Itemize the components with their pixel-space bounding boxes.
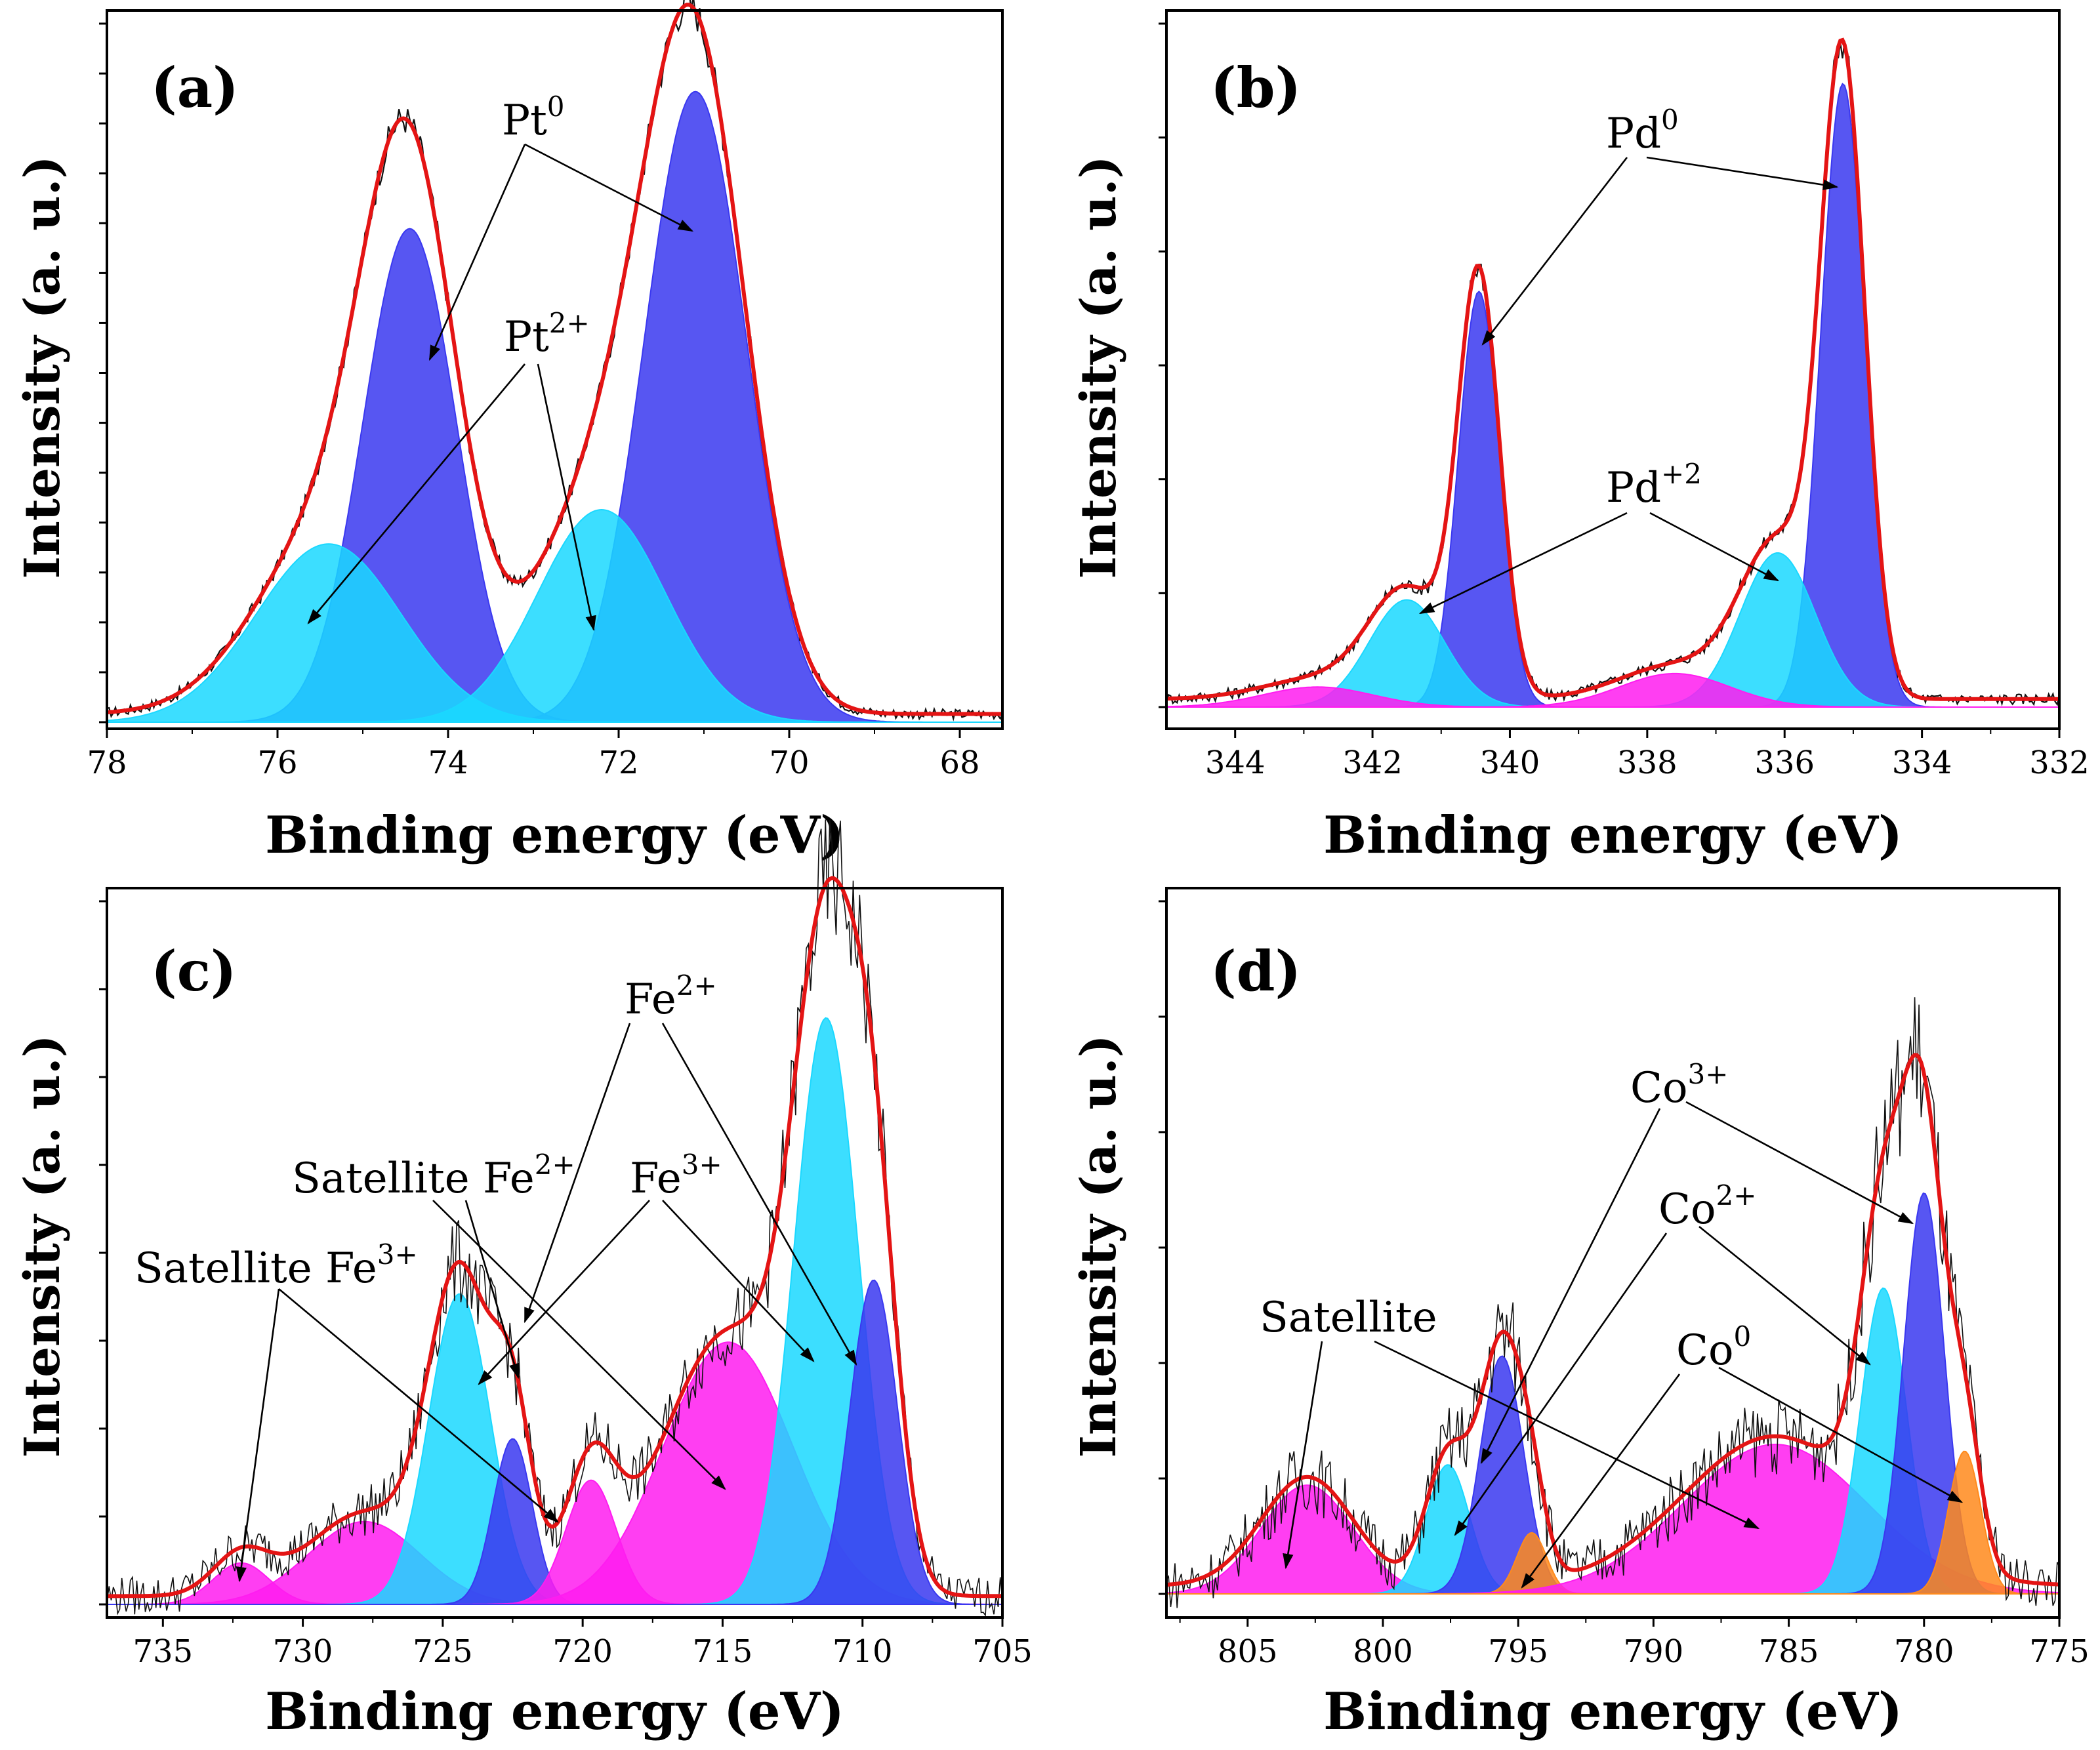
x-tick-label-2-2: 342: [1342, 744, 1403, 781]
y-axis-title-2: Intensity (a. u.): [1071, 155, 1127, 579]
annotation-arrow-3-1-2: [661, 1023, 857, 1366]
annotation-arrow-1-1-2: [524, 143, 694, 232]
y-axis-title-4: Intensity (a. u.): [1071, 1034, 1127, 1457]
annotation-arrow-2-1-1: [1481, 157, 1628, 346]
x-tick-label-4-6: 780: [1894, 1633, 1954, 1670]
annotation-arrow-3-2-1: [464, 1200, 520, 1379]
panel-label-1: (a): [151, 55, 239, 120]
peak-4-8: [1166, 1450, 2059, 1595]
chart-panel-1: 78 76 74 72 70 68 Binding energy (eV) Intensity…: [14, 0, 1004, 865]
x-tick-label-4-3: 795: [1488, 1633, 1548, 1670]
x-tick-label-4-4: 790: [1624, 1633, 1684, 1670]
annotation-3-3: Fe3+: [630, 1149, 722, 1203]
x-tick-label-1-4: 72: [598, 744, 638, 781]
annotation-3-1: Fe2+: [625, 969, 717, 1024]
annotation-4-2: Co2+: [1658, 1179, 1756, 1234]
chart-panel-2: 344 342 340 338 336 334 332 Binding energy (eV)…: [1071, 9, 2090, 865]
annotation-3-4: Satellite Fe3+: [134, 1238, 418, 1293]
plot-frame-1: [106, 9, 1004, 730]
y-axis-title-1: Intensity (a. u.): [14, 155, 71, 579]
annotation-arrow-1-2-2: [537, 363, 596, 632]
x-tick-label-2-5: 336: [1754, 744, 1815, 781]
annotation-arrow-3-2-2: [432, 1200, 726, 1490]
x-tick-label-1-5: 70: [769, 744, 809, 781]
annotation-arrow-4-4-2: [1374, 1340, 1760, 1530]
x-tick-label-3-7: 705: [972, 1633, 1033, 1670]
plot-frame-4: [1165, 887, 2061, 1619]
chart-panel-3: 735 730 725 720 715 710 705 Binding energy (eV)…: [14, 819, 1033, 1741]
x-tick-label-3-1: 735: [133, 1633, 194, 1670]
annotation-3-2: Satellite Fe2+: [292, 1149, 575, 1203]
chart-panel-4: 805 800 795 790 785 780 775 Binding energy (eV)…: [1071, 887, 2090, 1741]
x-tick-label-4-2: 800: [1353, 1633, 1413, 1670]
annotation-arrow-4-3-1: [1521, 1374, 1681, 1589]
peak-3-8: [107, 1279, 1002, 1605]
panel-label-2: (b): [1210, 55, 1301, 120]
annotation-4-3: Co0: [1676, 1320, 1751, 1375]
x-tick-label-2-6: 334: [1892, 744, 1952, 781]
annotation-arrow-4-1-2: [1685, 1101, 1914, 1225]
annotation-arrow-1-1-1: [428, 144, 526, 361]
peak-2-6: [1166, 672, 2059, 708]
x-tick-label-3-5: 715: [693, 1633, 753, 1670]
y-axis-title-3: Intensity (a. u.): [14, 1034, 71, 1457]
annotation-4-4: Satellite: [1260, 1293, 1437, 1342]
x-axis-title-1: Binding energy (eV): [265, 805, 844, 865]
x-tick-label-2-3: 340: [1480, 744, 1540, 781]
fit-envelope-2: [1166, 37, 2059, 701]
x-tick-label-2-4: 338: [1617, 744, 1678, 781]
annotation-arrow-3-4-2: [278, 1288, 559, 1523]
annotation-arrow-4-2-1: [1454, 1232, 1668, 1536]
plot-frame-2: [1165, 9, 2061, 730]
annotation-2-2: Pd+2: [1606, 458, 1702, 512]
peak-2-4: [1166, 552, 2059, 708]
annotation-arrow-3-3-1: [478, 1200, 650, 1385]
annotation-arrow-1-2-1: [307, 363, 525, 624]
annotation-arrow-4-1-1: [1480, 1108, 1661, 1465]
annotation-1-1: Pt0: [502, 91, 565, 145]
x-tick-label-4-1: 805: [1218, 1633, 1278, 1670]
x-tick-label-3-3: 725: [413, 1633, 473, 1670]
x-axis-title-4: Binding energy (eV): [1323, 1682, 1903, 1741]
x-tick-label-1-1: 78: [87, 744, 127, 781]
x-tick-label-1-2: 76: [257, 744, 297, 781]
x-tick-label-2-1: 344: [1205, 744, 1266, 781]
x-tick-label-4-7: 775: [2029, 1633, 2090, 1670]
annotation-arrow-2-2-1: [1418, 512, 1628, 615]
fit-envelope-3: [107, 876, 1002, 1598]
annotation-arrow-4-4-1: [1283, 1341, 1323, 1570]
raw-spectrum-4: [1166, 997, 2060, 1608]
annotation-arrow-2-1-2: [1646, 156, 1839, 190]
x-tick-label-2-7: 332: [2029, 744, 2090, 781]
panel-label-3: (c): [151, 939, 237, 1004]
x-axis-title-2: Binding energy (eV): [1323, 805, 1903, 865]
x-tick-label-3-2: 730: [273, 1633, 333, 1670]
x-tick-label-1-6: 68: [939, 744, 979, 781]
annotation-2-1: Pd0: [1606, 104, 1679, 158]
x-axis-title-3: Binding energy (eV): [265, 1682, 844, 1741]
annotation-1-2: Pt2+: [504, 307, 590, 361]
raw-spectrum-3: [106, 819, 1003, 1617]
annotation-arrow-4-3-2: [1718, 1366, 1964, 1503]
fit-envelope-1: [106, 3, 1002, 716]
annotation-4-1: Co3+: [1630, 1058, 1728, 1112]
annotation-arrow-3-3-2: [662, 1200, 815, 1362]
annotation-arrow-3-4-1: [236, 1288, 280, 1583]
x-tick-label-1-3: 74: [428, 744, 468, 781]
x-tick-label-4-5: 785: [1759, 1633, 1819, 1670]
annotation-arrow-3-1-1: [524, 1023, 631, 1324]
peak-1-4: [107, 508, 1002, 723]
peak-2-2: [1166, 83, 2059, 708]
annotation-arrow-2-2-2: [1649, 512, 1780, 582]
x-tick-label-3-4: 720: [552, 1633, 613, 1670]
panel-label-4: (d): [1210, 939, 1301, 1004]
annotation-arrow-4-2-2: [1699, 1225, 1871, 1366]
fit-envelope-4: [1166, 1053, 2060, 1587]
x-tick-label-3-6: 710: [833, 1633, 893, 1670]
